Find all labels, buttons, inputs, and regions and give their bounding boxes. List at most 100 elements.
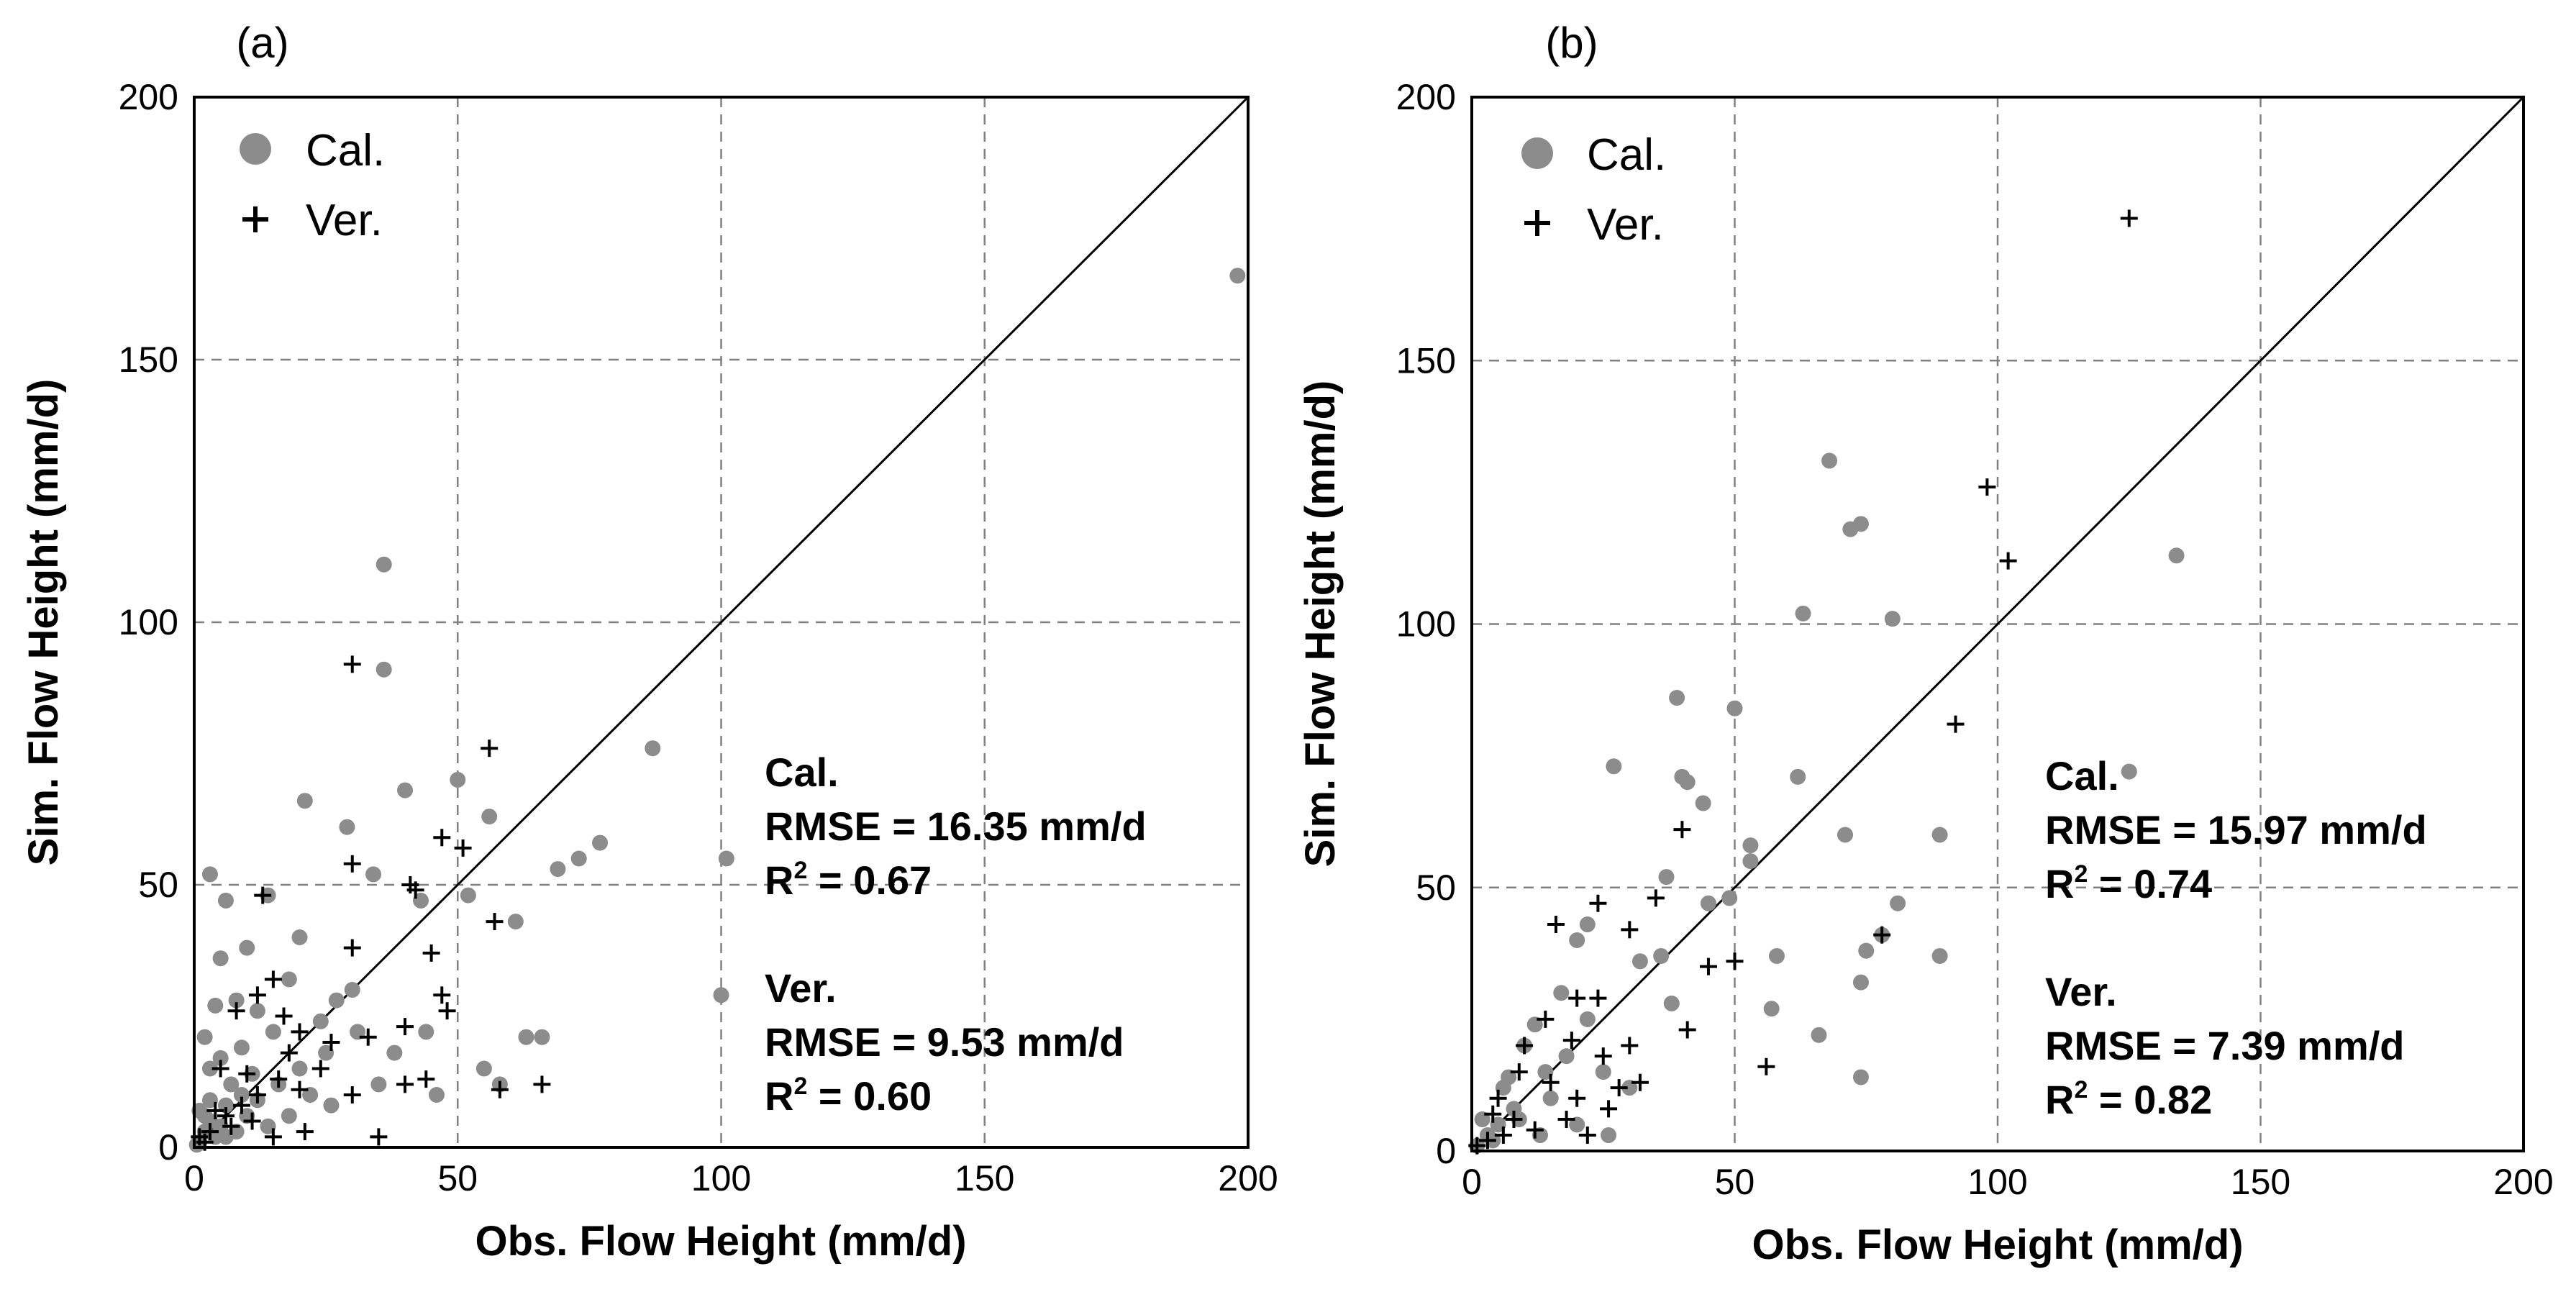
ver-point xyxy=(217,1107,235,1125)
x-axis-title: Obs. Flow Height (mm/d) xyxy=(475,1218,966,1265)
ver-point xyxy=(1678,1021,1696,1039)
r2-value: = 0.82 xyxy=(2088,1077,2212,1122)
ver-point xyxy=(1873,926,1891,944)
cal-point xyxy=(1663,995,1680,1011)
y-tick-label: 150 xyxy=(119,340,178,380)
data-points xyxy=(188,268,1246,1153)
ver-point xyxy=(211,1060,229,1078)
plot-frame xyxy=(193,96,1250,1149)
x-tick-label: 150 xyxy=(955,1158,1014,1198)
ver-point xyxy=(248,1086,266,1103)
cal-point xyxy=(370,1076,387,1093)
ver-point xyxy=(270,1070,288,1088)
cal-point xyxy=(233,1039,250,1056)
stats-cal-title: Cal. xyxy=(2045,753,2119,798)
ver-point xyxy=(1589,989,1607,1007)
r2-symbol: R xyxy=(765,857,793,903)
r2-symbol: R xyxy=(2045,1077,2074,1122)
cal-point xyxy=(249,1003,265,1019)
stats-cal-rmse: RMSE = 15.97 mm/d xyxy=(2045,807,2427,852)
cal-point xyxy=(196,1029,213,1045)
cal-point xyxy=(365,866,382,883)
ver-point xyxy=(343,1086,361,1103)
stats-cal-rmse: RMSE = 16.35 mm/d xyxy=(765,804,1147,849)
x-tick-label: 50 xyxy=(437,1158,478,1198)
r2-superscript: 2 xyxy=(793,857,807,884)
ver-point xyxy=(264,1128,282,1146)
ver-point xyxy=(1631,1073,1649,1091)
cal-point xyxy=(1811,1027,1827,1043)
cal-point xyxy=(344,982,360,998)
ver-point xyxy=(1578,1127,1596,1144)
y-tick-label: 50 xyxy=(138,865,178,905)
tick-labels: 0 50 100 150 200 0 50 100 150 200 xyxy=(1396,77,2554,1202)
cal-point xyxy=(1558,1048,1575,1065)
ver-point xyxy=(533,1075,551,1093)
stats-ver-rmse: RMSE = 9.53 mm/d xyxy=(765,1019,1124,1065)
ver-point xyxy=(1978,478,1996,496)
cal-point xyxy=(713,987,729,1004)
cal-point xyxy=(518,1029,534,1045)
y-axis-title: Sim. Flow Height (mm/d) xyxy=(1297,381,1344,868)
ver-point xyxy=(201,1123,219,1141)
ver-point xyxy=(227,1002,245,1020)
cal-point xyxy=(386,1045,403,1061)
cal-point xyxy=(1606,758,1622,775)
ver-point xyxy=(1478,1132,1496,1150)
cal-point xyxy=(428,1087,445,1103)
legend-cal-label: Cal. xyxy=(1587,130,1666,180)
legend: Cal. Ver. xyxy=(240,126,385,245)
cal-point xyxy=(1631,953,1648,970)
cal-point xyxy=(1852,974,1869,991)
cal-point xyxy=(1884,611,1901,627)
stats-cal-r2: R2 = 0.74 xyxy=(2045,860,2212,906)
x-tick-label: 200 xyxy=(1218,1158,1278,1198)
ver-point xyxy=(1494,1127,1512,1144)
r2-superscript: 2 xyxy=(793,1073,807,1100)
ver-point xyxy=(343,655,361,673)
x-tick-label: 150 xyxy=(2231,1162,2290,1202)
ver-point xyxy=(481,739,499,757)
ver-point xyxy=(1510,1063,1528,1081)
legend-cal-label: Cal. xyxy=(306,126,385,176)
plot-frame xyxy=(1470,96,2525,1152)
cal-point xyxy=(1601,1127,1617,1144)
cal-point xyxy=(1721,890,1738,906)
ver-point xyxy=(232,1096,250,1114)
y-axis-title: Sim. Flow Height (mm/d) xyxy=(20,379,67,866)
cal-point xyxy=(296,793,313,809)
cal-point xyxy=(376,556,392,573)
stats-ver-r2: R2 = 0.60 xyxy=(765,1073,932,1119)
ver-point xyxy=(433,829,451,847)
ver-point xyxy=(1673,821,1691,839)
cal-point xyxy=(1700,895,1716,911)
legend-ver-marker xyxy=(242,206,268,232)
ver-point xyxy=(491,1080,509,1098)
tick-labels: 0 50 100 150 200 0 50 100 150 200 xyxy=(119,77,1278,1198)
cal-point xyxy=(312,1013,329,1029)
ver-point xyxy=(264,970,282,988)
ver-point xyxy=(1526,1121,1544,1139)
r2-symbol: R xyxy=(765,1073,793,1119)
cal-point xyxy=(1795,605,1811,622)
ver-point xyxy=(1542,1073,1560,1091)
cal-point xyxy=(291,1060,308,1077)
cal-point xyxy=(223,1076,240,1093)
cal-point xyxy=(323,1097,340,1114)
data-points xyxy=(1468,209,2185,1155)
cal-point xyxy=(450,772,466,788)
ver-point xyxy=(322,1034,340,1051)
legend-cal-marker xyxy=(240,133,271,165)
one-to-one-line xyxy=(1470,96,2525,1152)
ver-point xyxy=(1505,1111,1523,1129)
ver-point xyxy=(454,839,472,857)
x-tick-label: 200 xyxy=(2493,1162,2553,1202)
stats-ver-r2: R2 = 0.82 xyxy=(2045,1076,2212,1122)
ver-point xyxy=(280,1044,298,1062)
cal-point xyxy=(1931,827,1948,843)
ver-point xyxy=(359,1028,377,1046)
ver-point xyxy=(1562,1032,1580,1050)
r2-superscript: 2 xyxy=(2074,860,2088,888)
ver-point xyxy=(396,1075,414,1093)
ver-point xyxy=(1757,1057,1775,1075)
